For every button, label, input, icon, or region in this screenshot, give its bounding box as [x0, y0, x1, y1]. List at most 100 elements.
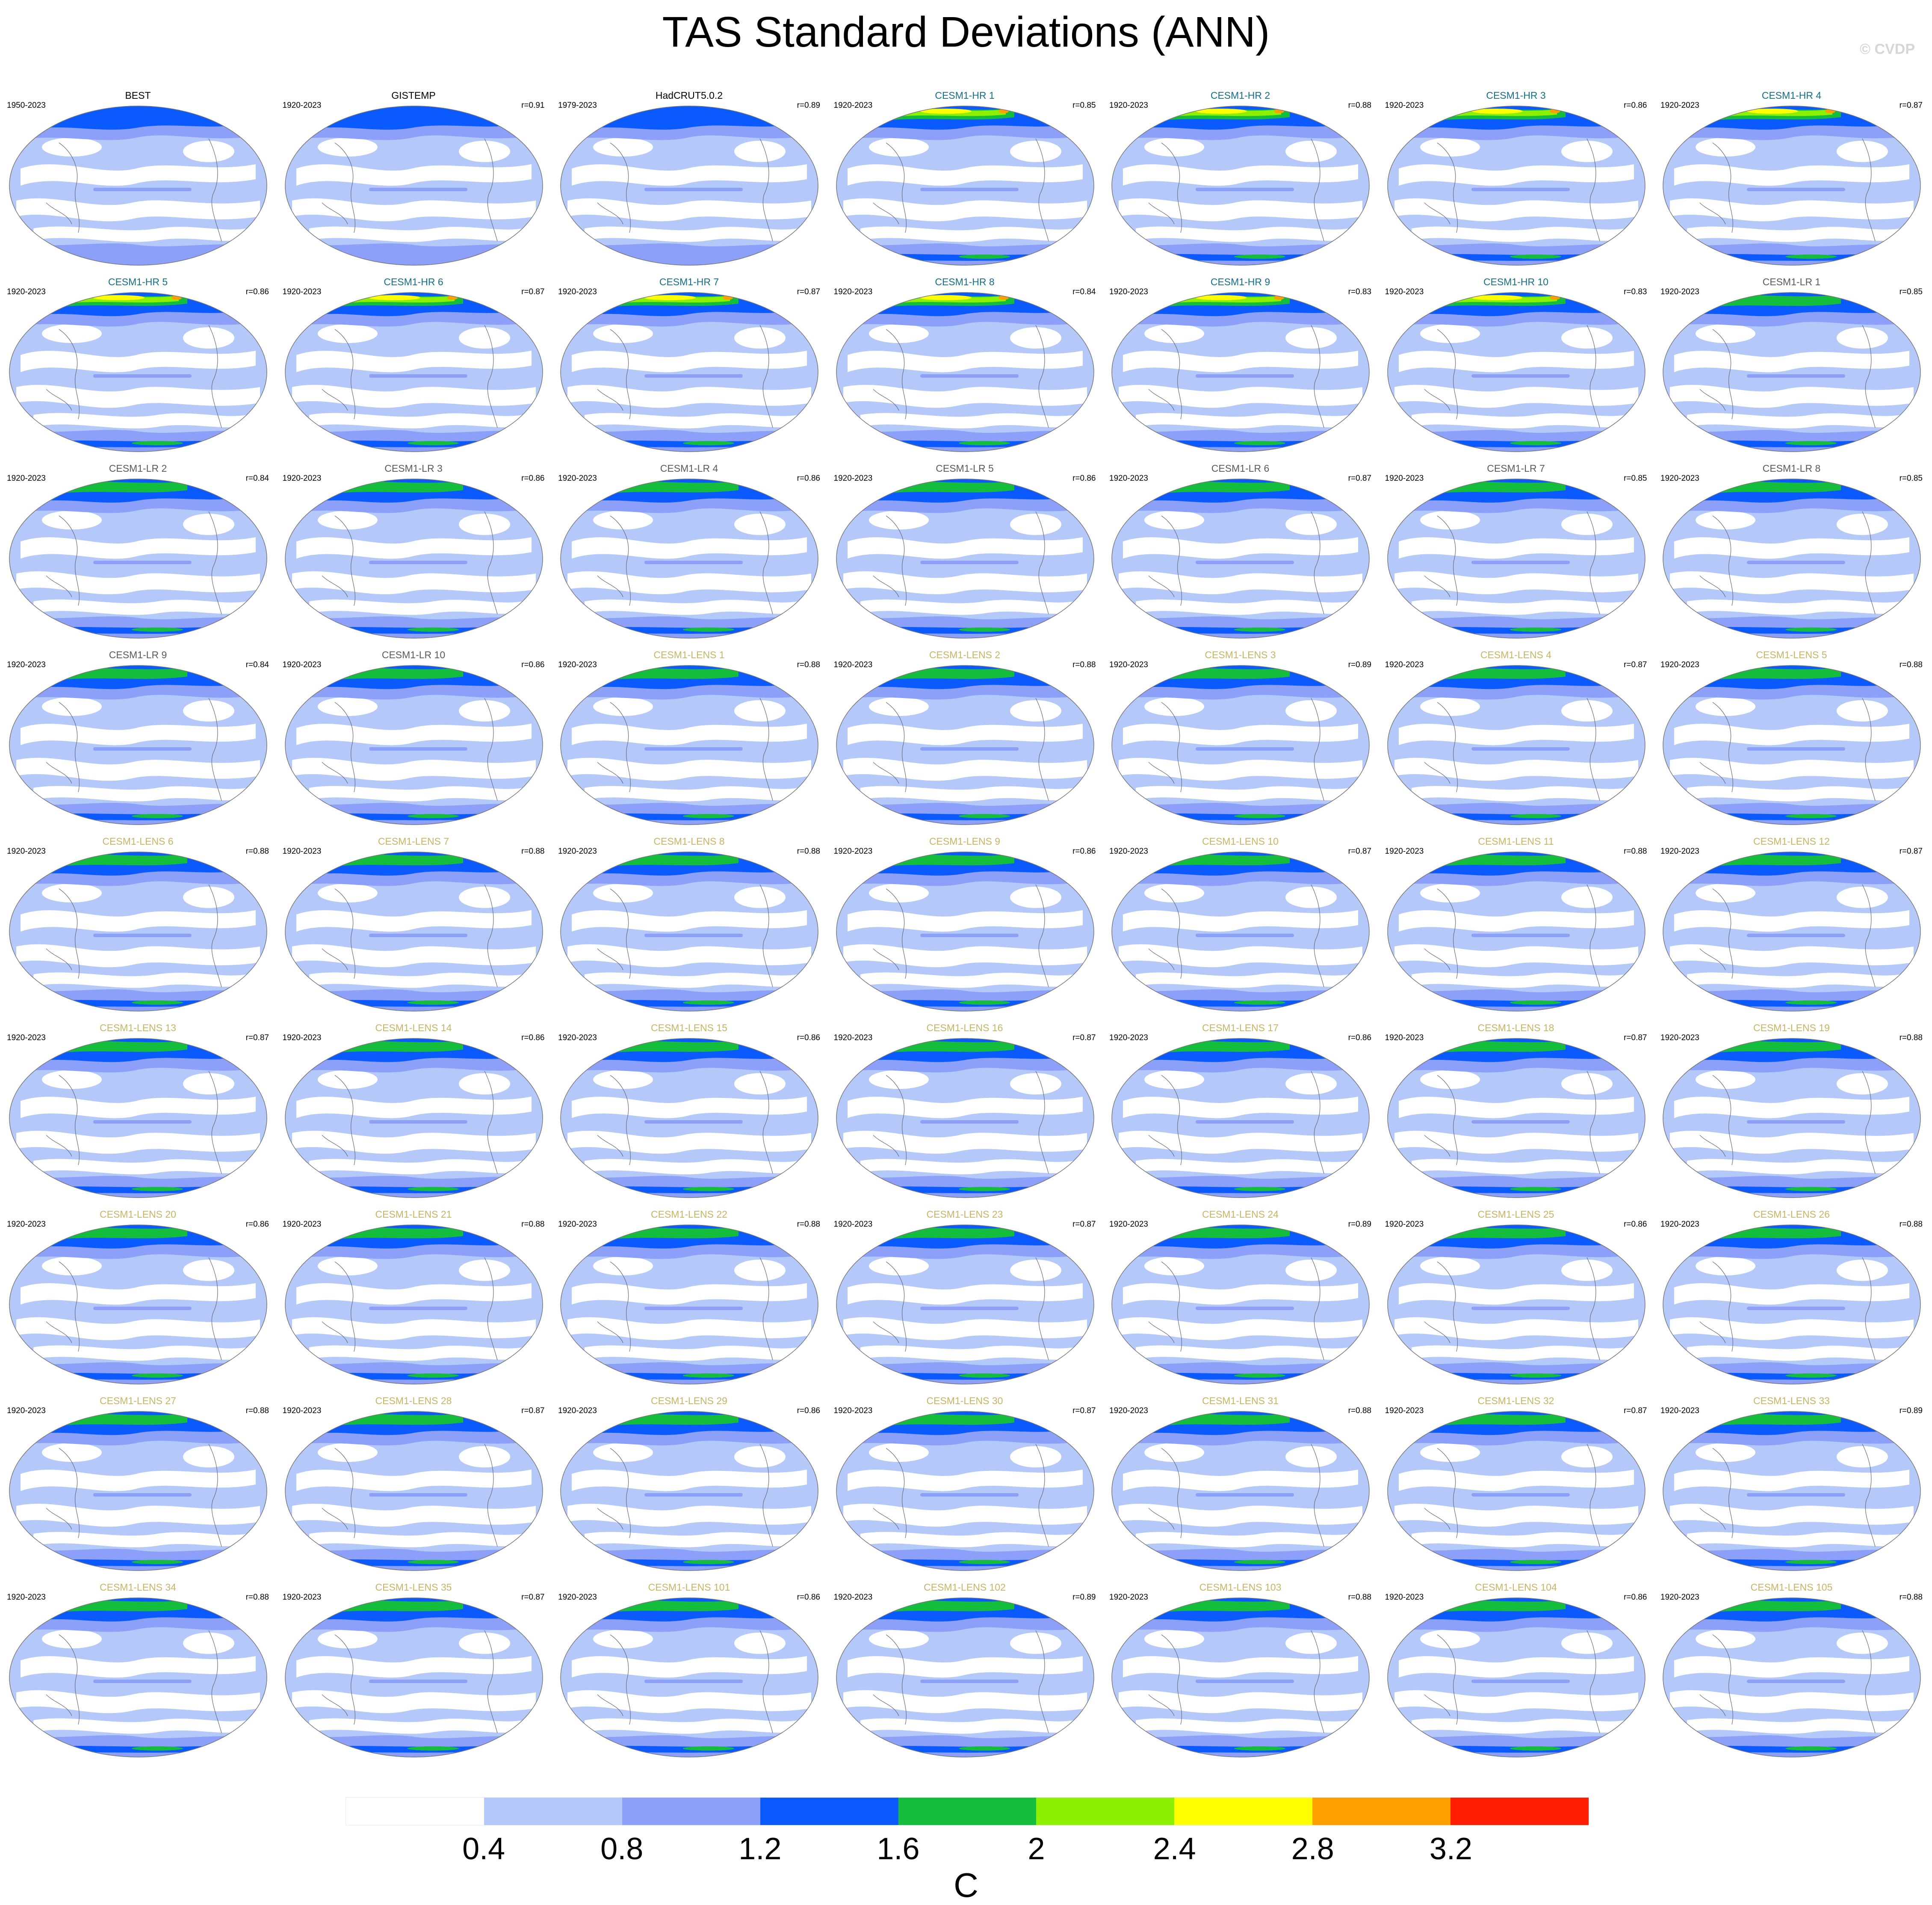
colorbar-tick-label: 2.4: [1153, 1832, 1196, 1866]
map-panel: 1920-2023 CESM1-LR 8 r=0.85: [1654, 459, 1929, 645]
panel-period: 1920-2023: [558, 660, 597, 669]
map-panel: 1920-2023 CESM1-LENS 17 r=0.86: [1102, 1018, 1378, 1205]
panel-pattern-correlation: r=0.88: [797, 1220, 820, 1229]
panel-title: CESM1-LENS 24: [1202, 1209, 1279, 1220]
panel-title: CESM1-LENS 6: [102, 836, 174, 847]
panel-title: CESM1-LENS 105: [1750, 1582, 1833, 1593]
panel-pattern-correlation: r=0.88: [797, 660, 820, 669]
map-panel: 1920-2023 CESM1-LENS 8 r=0.88: [551, 831, 827, 1018]
colorbar-tick-label: 2: [1028, 1832, 1045, 1866]
map-panel: 1920-2023 CESM1-LENS 34 r=0.88: [0, 1577, 276, 1764]
panel-pattern-correlation: r=0.84: [245, 660, 269, 669]
colorbar-tick-label: 1.6: [877, 1832, 920, 1866]
panel-title: HadCRUT5.0.2: [655, 90, 723, 101]
panel-pattern-correlation: r=0.89: [1899, 1406, 1923, 1415]
panel-pattern-correlation: r=0.83: [1348, 287, 1371, 296]
map-panel: 1920-2023 CESM1-LENS 6 r=0.88: [0, 831, 276, 1018]
panel-period: 1920-2023: [282, 474, 322, 483]
panel-pattern-correlation: r=0.87: [521, 1406, 545, 1415]
colorbar-swatch: [484, 1798, 622, 1825]
map-panel: 1920-2023 CESM1-LENS 3 r=0.89: [1102, 645, 1378, 832]
panel-period: 1920-2023: [1109, 660, 1148, 669]
map-panel: 1920-2023 CESM1-LENS 28 r=0.87: [276, 1391, 552, 1578]
map-panel: 1920-2023 CESM1-LENS 105 r=0.88: [1654, 1577, 1929, 1764]
panel-pattern-correlation: r=0.87: [1899, 847, 1923, 856]
panel-period: 1920-2023: [1385, 1406, 1424, 1415]
panel-title: CESM1-LENS 17: [1202, 1022, 1279, 1033]
map-panel: 1920-2023 CESM1-LR 3 r=0.86: [276, 459, 552, 645]
panel-title: CESM1-LENS 19: [1753, 1022, 1830, 1033]
panel-pattern-correlation: r=0.86: [797, 1593, 820, 1602]
panel-title: CESM1-LENS 11: [1478, 836, 1554, 847]
map-panel: 1920-2023 CESM1-LENS 23 r=0.87: [827, 1204, 1103, 1391]
panel-title: CESM1-LENS 15: [651, 1022, 727, 1033]
panel-pattern-correlation: r=0.87: [1348, 474, 1371, 483]
map-panel: 1920-2023 CESM1-LENS 33 r=0.89: [1654, 1391, 1929, 1578]
panel-pattern-correlation: r=0.88: [245, 847, 269, 856]
panel-period: 1920-2023: [558, 474, 597, 483]
panel-period: 1920-2023: [1660, 660, 1699, 669]
map-panel: 1920-2023 CESM1-LENS 10 r=0.87: [1102, 831, 1378, 1018]
panel-title: CESM1-LR 10: [381, 649, 446, 660]
panel-title: BEST: [125, 90, 151, 101]
panel-pattern-correlation: r=0.88: [521, 847, 545, 856]
panel-period: 1920-2023: [282, 287, 322, 296]
map-panel: 1920-2023 CESM1-LENS 101 r=0.86: [551, 1577, 827, 1764]
panel-period: 1920-2023: [1109, 287, 1148, 296]
panel-period: 1920-2023: [1109, 474, 1148, 483]
map-panel: 1920-2023 CESM1-HR 10 r=0.83: [1378, 272, 1654, 459]
panel-title: CESM1-LR 3: [384, 463, 443, 474]
map-panel: 1920-2023 CESM1-LENS 20 r=0.86: [0, 1204, 276, 1391]
map-panel: 1920-2023 CESM1-LENS 26 r=0.88: [1654, 1204, 1929, 1391]
map-panel: 1920-2023 CESM1-LR 9 r=0.84: [0, 645, 276, 832]
panel-pattern-correlation: r=0.88: [1348, 1406, 1371, 1415]
panel-title: CESM1-LR 8: [1762, 463, 1821, 474]
panel-period: 1920-2023: [558, 287, 597, 296]
panel-pattern-correlation: r=0.86: [1624, 1220, 1647, 1229]
panel-title: CESM1-HR 2: [1210, 90, 1270, 101]
panel-pattern-correlation: r=0.83: [1624, 287, 1647, 296]
map-panel: 1920-2023 CESM1-HR 7 r=0.87: [551, 272, 827, 459]
panel-title: CESM1-LENS 2: [929, 649, 1001, 660]
panel-title: CESM1-LENS 30: [926, 1395, 1003, 1406]
panel-title: CESM1-HR 3: [1486, 90, 1546, 101]
panel-pattern-correlation: r=0.87: [1072, 1033, 1096, 1042]
panel-title: CESM1-LENS 1: [653, 649, 725, 660]
panel-pattern-correlation: r=0.88: [521, 1220, 545, 1229]
panel-period: 1920-2023: [1660, 1406, 1699, 1415]
colorbar-tick-labels: 0.4 0.8 1.2 1.6 2 2.4 2.8 3.2: [346, 1831, 1589, 1870]
panel-title: CESM1-LR 5: [936, 463, 994, 474]
panel-period: 1920-2023: [1660, 474, 1699, 483]
panel-period: 1920-2023: [833, 1033, 873, 1042]
map-panel: 1920-2023 CESM1-LENS 102 r=0.89: [827, 1577, 1103, 1764]
panel-pattern-correlation: r=0.88: [245, 1406, 269, 1415]
map-panel: 1979-2023 HadCRUT5.0.2 r=0.89: [551, 86, 827, 272]
panel-title: CESM1-HR 5: [108, 276, 168, 287]
map-panel: 1920-2023 CESM1-LENS 18 r=0.87: [1378, 1018, 1654, 1205]
panel-period: 1920-2023: [558, 1593, 597, 1602]
map-panel: 1920-2023 CESM1-HR 3 r=0.86: [1378, 86, 1654, 272]
map-panel: 1920-2023 CESM1-LR 2 r=0.84: [0, 459, 276, 645]
panel-period: 1920-2023: [7, 1593, 46, 1602]
map-panel: 1920-2023 CESM1-LENS 7 r=0.88: [276, 831, 552, 1018]
map-panel: 1920-2023 CESM1-LENS 30 r=0.87: [827, 1391, 1103, 1578]
panel-title: CESM1-LR 9: [109, 649, 167, 660]
panel-title: CESM1-LR 7: [1487, 463, 1545, 474]
panel-pattern-correlation: r=0.87: [1348, 847, 1371, 856]
panel-period: 1920-2023: [1660, 1033, 1699, 1042]
panel-period: 1920-2023: [1109, 1033, 1148, 1042]
map-panel: 1920-2023 CESM1-LENS 104 r=0.86: [1378, 1577, 1654, 1764]
map-panel: 1920-2023 CESM1-LENS 32 r=0.87: [1378, 1391, 1654, 1578]
panel-pattern-correlation: r=0.86: [521, 474, 545, 483]
panel-title: CESM1-LENS 10: [1202, 836, 1279, 847]
panel-title: CESM1-HR 10: [1483, 276, 1549, 287]
map-panel: 1920-2023 CESM1-LR 4 r=0.86: [551, 459, 827, 645]
panel-period: 1920-2023: [7, 287, 46, 296]
panel-title: CESM1-LENS 25: [1477, 1209, 1554, 1220]
panel-title: CESM1-LENS 3: [1205, 649, 1276, 660]
map-panel: 1920-2023 CESM1-HR 8 r=0.84: [827, 272, 1103, 459]
panel-pattern-correlation: r=0.89: [1348, 660, 1371, 669]
map-panel: 1920-2023 CESM1-LENS 24 r=0.89: [1102, 1204, 1378, 1391]
panel-period: 1920-2023: [7, 1033, 46, 1042]
panel-period: 1950-2023: [7, 101, 46, 110]
